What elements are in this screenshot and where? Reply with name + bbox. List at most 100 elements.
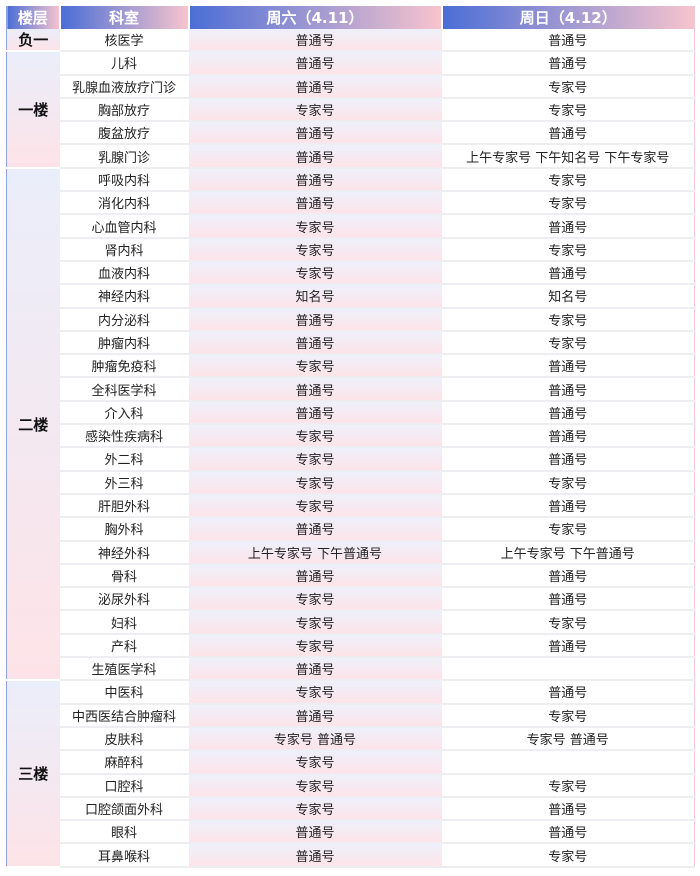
table-row: 全科医学科 普通号 普通号: [7, 377, 695, 402]
saturday-cell: 普通号: [188, 400, 442, 426]
sunday-cell: 上午专家号 下午普通号: [441, 540, 695, 565]
sunday-cell: 普通号: [441, 447, 695, 472]
table-row: 妇科 专家号 专家号: [7, 610, 695, 635]
floor-cell: 三楼: [6, 680, 60, 868]
dept-cell: 中西医结合肿瘤科: [59, 703, 189, 728]
saturday-cell: 专家号: [188, 260, 442, 286]
header-dept: 科室: [59, 6, 190, 29]
floor-cell: 负一: [6, 29, 60, 53]
saturday-cell: 普通号: [188, 563, 442, 589]
sunday-cell: 专家号: [441, 74, 695, 99]
table-row: 心血管内科 专家号 普通号: [7, 214, 695, 239]
saturday-cell: 普通号: [188, 330, 442, 356]
table-row: 外二科 专家号 普通号: [7, 447, 695, 472]
table-row: 泌尿外科 专家号 普通号: [7, 587, 695, 612]
saturday-cell: 上午专家号 下午普通号: [188, 540, 442, 565]
sunday-cell: 普通号: [441, 820, 695, 845]
dept-cell: 胸外科: [59, 517, 189, 542]
sunday-cell: 普通号: [441, 354, 695, 379]
saturday-cell: 普通号: [188, 820, 442, 845]
table-body: 负一 核医学 普通号 普通号 一楼 儿科 普通号 普通号 乳腺血液放疗门诊 普通号 专家号 胸部放疗专…: [6, 29, 695, 868]
table-row: 胸部放疗 专家号 专家号: [7, 97, 695, 123]
saturday-cell: 普通号: [188, 121, 442, 146]
saturday-cell: 普通号: [188, 51, 442, 76]
floor-cell: 一楼: [6, 51, 60, 169]
saturday-cell: 普通号: [188, 167, 442, 193]
saturday-cell: 专家号: [188, 796, 442, 822]
sunday-cell: 普通号: [441, 633, 695, 659]
saturday-cell: 普通号: [188, 843, 442, 868]
sunday-cell: 普通号: [441, 260, 695, 286]
dept-cell: 呼吸内科: [59, 167, 189, 193]
saturday-cell: 普通号: [188, 703, 442, 728]
table-row: 口腔颌面外科 专家号 普通号: [7, 796, 695, 822]
sunday-cell: 专家号: [441, 843, 695, 868]
table-row: 乳腺血液放疗门诊 普通号 专家号: [7, 74, 695, 99]
dept-cell: 消化内科: [59, 191, 189, 216]
saturday-cell: 专家号: [188, 633, 442, 659]
dept-cell: 骨科: [59, 563, 189, 589]
table-row: 介入科 普通号 普通号: [7, 400, 695, 426]
table-row: 腹盆放疗 普通号 普通号: [7, 121, 695, 146]
saturday-cell: 专家号: [188, 354, 442, 379]
table-row: 神经外科 上午专家号 下午普通号 上午专家号 下午普通号: [7, 540, 695, 565]
header-sunday: 周日（4.12）: [441, 6, 695, 29]
table-row: 神经内科 知名号 知名号: [7, 284, 695, 309]
header-row: 楼层 科室 周六（4.11） 周日（4.12）: [6, 6, 695, 29]
sunday-cell: 专家号: [441, 237, 695, 262]
dept-cell: 眼科: [59, 820, 189, 845]
sunday-cell: 普通号: [441, 493, 695, 519]
saturday-cell: 专家号: [188, 610, 442, 635]
sunday-cell: 普通号: [441, 680, 695, 705]
sunday-cell: 普通号: [441, 214, 695, 239]
header-floor: 楼层: [6, 6, 61, 29]
saturday-cell: 专家号: [188, 493, 442, 519]
sunday-cell: 专家号: [441, 470, 695, 495]
dept-cell: 外二科: [59, 447, 189, 472]
sunday-cell: 普通号: [441, 587, 695, 612]
sunday-cell: 专家号: [441, 307, 695, 332]
dept-cell: 肿瘤免疫科: [59, 354, 189, 379]
dept-cell: 外三科: [59, 470, 189, 495]
table-row: 生殖医学科 普通号: [7, 657, 695, 682]
sunday-cell: 普通号: [441, 400, 695, 426]
table-row: 皮肤科 专家号 普通号 专家号 普通号: [7, 726, 695, 752]
dept-cell: 口腔颌面外科: [59, 796, 189, 822]
dept-cell: 腹盆放疗: [59, 121, 189, 146]
table-row: 口腔科 专家号 专家号: [7, 773, 695, 798]
table-row: 肿瘤免疫科 专家号 普通号: [7, 354, 695, 379]
table-row: 一楼 儿科 普通号 普通号: [6, 51, 695, 169]
sunday-cell: 普通号: [441, 29, 695, 53]
saturday-cell: 专家号: [188, 680, 442, 705]
dept-cell: 介入科: [59, 400, 189, 426]
sunday-cell: 专家号: [441, 517, 695, 542]
dept-cell: 肿瘤内科: [59, 330, 189, 356]
sunday-cell: 专家号: [441, 703, 695, 728]
saturday-cell: 专家号: [188, 237, 442, 262]
saturday-cell: 专家号: [188, 424, 442, 449]
floor-cell: 二楼: [6, 167, 60, 682]
saturday-cell: 专家号: [188, 470, 442, 495]
sunday-cell: 普通号: [441, 51, 695, 76]
sunday-cell: 普通号: [441, 377, 695, 402]
sunday-cell: [441, 750, 695, 775]
header-saturday: 周六（4.11）: [188, 6, 443, 29]
table-row: 肾内科 专家号 专家号: [7, 237, 695, 262]
sunday-cell: 专家号: [441, 167, 695, 193]
saturday-cell: 专家号 普通号: [188, 726, 442, 752]
dept-cell: 中医科: [59, 680, 189, 705]
dept-cell: 胸部放疗: [59, 97, 189, 123]
dept-cell: 神经外科: [59, 540, 189, 565]
table-row: 三楼 中医科 专家号 普通号: [6, 680, 695, 868]
dept-cell: 儿科: [59, 51, 189, 76]
schedule-table: 楼层 科室 周六（4.11） 周日（4.12） 负一 核医学 普通号 普通号 一楼 儿科普…: [6, 6, 695, 868]
table-row: 耳鼻喉科 普通号 专家号: [7, 843, 695, 868]
dept-cell: 心血管内科: [59, 214, 189, 239]
dept-cell: 内分泌科: [59, 307, 189, 332]
dept-cell: 神经内科: [59, 284, 189, 309]
saturday-cell: 普通号: [188, 29, 442, 53]
dept-cell: 生殖医学科: [59, 657, 189, 682]
dept-cell: 血液内科: [59, 260, 189, 286]
dept-cell: 泌尿外科: [59, 587, 189, 612]
saturday-cell: 普通号: [188, 74, 442, 99]
